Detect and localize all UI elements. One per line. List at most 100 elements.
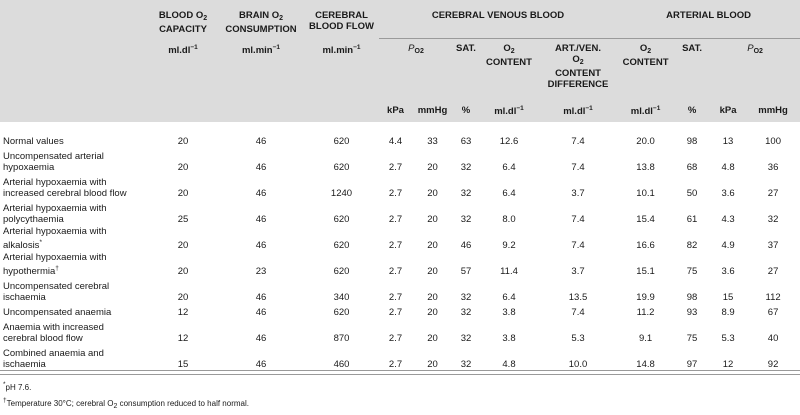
table-cell: 14.8 [617,344,675,371]
table-cell: 2.7 [388,240,403,251]
table-cell: 2.7 [388,266,403,277]
table-cell: 20 [427,292,438,303]
table-row: Uncompensated arterial hypoxaemia 20 46 620 2… [0,147,800,173]
table-cell: 1240 [330,188,353,199]
table-cell: 6.4 [502,188,516,199]
table-cell: 12 [177,307,189,318]
table-cell: 620 [333,240,350,251]
table-cell: 15.4 [636,214,655,225]
table-cell: 23 [255,266,267,277]
table-cell: 2.7 [388,214,403,225]
table-cell: 46 [255,307,267,318]
row-label: Combined anaemia and ischaemia [0,344,148,371]
table-cell: 7.4 [571,307,585,318]
table-cell: 36 [767,162,779,173]
table-cell: 5.3 [571,333,585,344]
header-arterial-sat: SAT. [674,37,711,98]
unit-capacity: ml.dl−1 [148,38,218,98]
table-cell: 4.8 [721,162,735,173]
table-cell: 75 [686,333,698,344]
table-cell: 2.7 [388,162,403,173]
table-cell: 4.4 [388,136,403,147]
table-cell: 620 [333,266,350,277]
row-label: Arterial hypoxaemia with hypothermia† [3,252,107,277]
table-row: Arterial hypoxaemia with polycythaemia 25 4… [0,199,800,225]
table-cell: 620 [333,307,350,318]
table-cell: 57 [460,266,472,277]
table-row: Arterial hypoxaemia with hypothermia† 20 23… [0,251,800,277]
table-cell: 6.4 [502,162,516,173]
row-label: Arterial hypoxaemia with increased cerebr… [3,177,127,199]
footnote-1: *pH 7.6. [3,381,32,392]
table-cell: 92 [746,344,800,371]
table-cell: 3.6 [721,266,735,277]
table-cell: 98 [686,292,698,303]
table-cell: 20 [177,292,189,303]
table-cell: 9.1 [638,333,653,344]
table-cell: 6.4 [502,292,516,303]
table-cell: 46 [255,162,267,173]
footnote-2: †Temperature 30°C; cerebral O2 consumpti… [3,397,249,410]
table-row: Uncompensated cerebral ischaemia 20 46 340 2.… [0,277,800,303]
header-brain-o2-consumption: BRAIN O2 CONSUMPTION [218,0,304,38]
table-cell: 2.7 [379,344,412,371]
corner-cell [0,0,148,38]
table-cell: 11.2 [636,307,655,318]
table-cell: 20 [177,136,189,147]
header-blood-o2-capacity: BLOOD O2 CAPACITY [148,0,218,38]
table-cell: 46 [255,333,267,344]
table-cell: 32 [460,333,472,344]
table-cell: 46 [255,240,267,251]
table-cell: 870 [333,333,350,344]
row-label: Arterial hypoxaemia with polycythaemia [3,203,107,225]
unit-arterial-mmhg: mmHg [746,98,800,122]
table-cell: 32 [767,214,779,225]
table-cell: 27 [767,188,779,199]
table-row: Uncompensated anaemia 12 46 620 2.7 20 32 3.8 7.… [0,303,800,318]
unit-difference: ml.dl−1 [539,98,618,122]
table-cell: 7.4 [571,240,585,251]
table-cell: 16.6 [636,240,655,251]
table-cell: 13.8 [636,162,655,173]
header-arterial-blood: ARTERIAL BLOOD [617,0,800,38]
table-cell: 61 [686,214,698,225]
table-cell: 25 [177,214,189,225]
table-cell: 340 [333,292,350,303]
table-cell: 20 [427,214,438,225]
table-cell: 82 [686,240,698,251]
table-cell: 20 [427,266,438,277]
table-cell: 620 [333,162,350,173]
table-cell: 20 [177,240,189,251]
header-cerebral-blood-flow: CEREBRAL BLOOD FLOW [304,0,379,38]
table-cell: 20 [427,188,438,199]
table-cell: 20 [177,162,189,173]
table-row: Anaemia with increased cerebral blood flo… [0,318,800,344]
table-cell: 97 [674,344,711,371]
table-cell: 11.4 [500,266,518,277]
table-cell: 32 [453,344,479,371]
row-label: Anaemia with increased cerebral blood flo… [3,322,104,344]
table-cell: 19.9 [636,292,655,303]
unit-venous-mmhg: mmHg [412,98,453,122]
table-cell: 3.7 [571,266,585,277]
table-cell: 12 [710,344,747,371]
table-cell: 20 [427,162,438,173]
unit-arterial-kpa: kPa [710,98,747,122]
table-cell: 12.6 [499,136,519,147]
table-cell: 50 [686,188,698,199]
table-cell: 46 [255,188,267,199]
table-cell: 20 [412,344,453,371]
table-cell: 3.6 [721,188,735,199]
table-cell: 2.7 [388,292,403,303]
table-cell: 20 [427,333,438,344]
table-cell: 68 [686,162,698,173]
row-label: Uncompensated anaemia [3,307,112,318]
table-cell: 5.3 [721,333,735,344]
header-cerebral-venous-blood: CEREBRAL VENOUS BLOOD [379,0,618,38]
table-cell: 32 [460,214,472,225]
unit-venous-content: ml.dl−1 [479,98,539,122]
table-cell: 98 [686,136,698,147]
table-cell: 20.0 [636,136,655,147]
table-cell: 8.0 [502,214,516,225]
table-cell: 93 [686,307,698,318]
